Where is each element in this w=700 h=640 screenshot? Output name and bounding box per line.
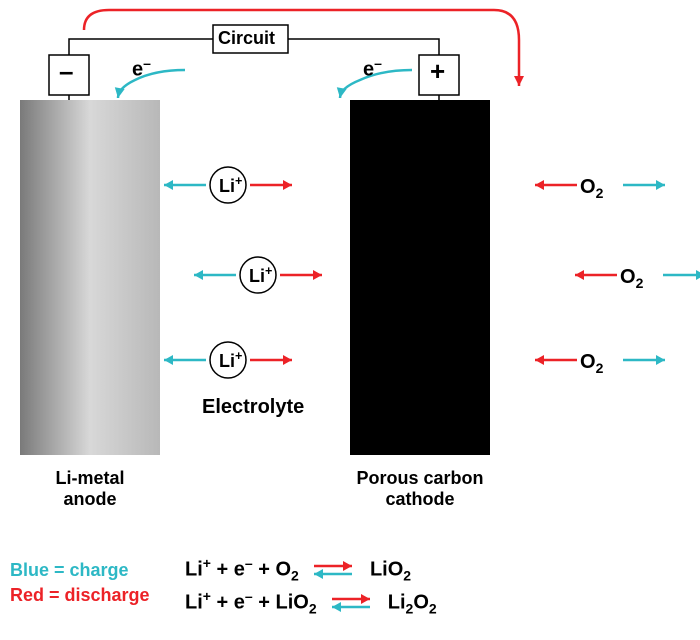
terminal-minus-label: – [59, 56, 73, 87]
circuit-label: Circuit [218, 28, 275, 49]
anode-label: Li-metal anode [20, 468, 160, 510]
legend-blue: Blue = charge [10, 560, 129, 581]
cathode-label: Porous carbon cathode [350, 468, 490, 510]
electrolyte-label: Electrolyte [202, 396, 304, 419]
electron-label-left: e– [132, 55, 151, 82]
legend-red: Red = discharge [10, 585, 150, 606]
li-ion-label-1: Li+ [219, 174, 242, 197]
terminal-plus-label: + [430, 56, 445, 87]
li-ion-label-3: Li+ [219, 349, 242, 372]
li-ion-label-2: Li+ [249, 264, 272, 287]
equation-1: Li+ + e– + O2 LiO2 [185, 555, 411, 584]
diagram-svg [0, 0, 700, 640]
o2-label-1: O2 [580, 176, 603, 201]
electron-label-right: e– [363, 55, 382, 82]
o2-label-3: O2 [580, 351, 603, 376]
equation-2: Li+ + e– + LiO2 Li2O2 [185, 588, 437, 617]
o2-label-2: O2 [620, 266, 643, 291]
